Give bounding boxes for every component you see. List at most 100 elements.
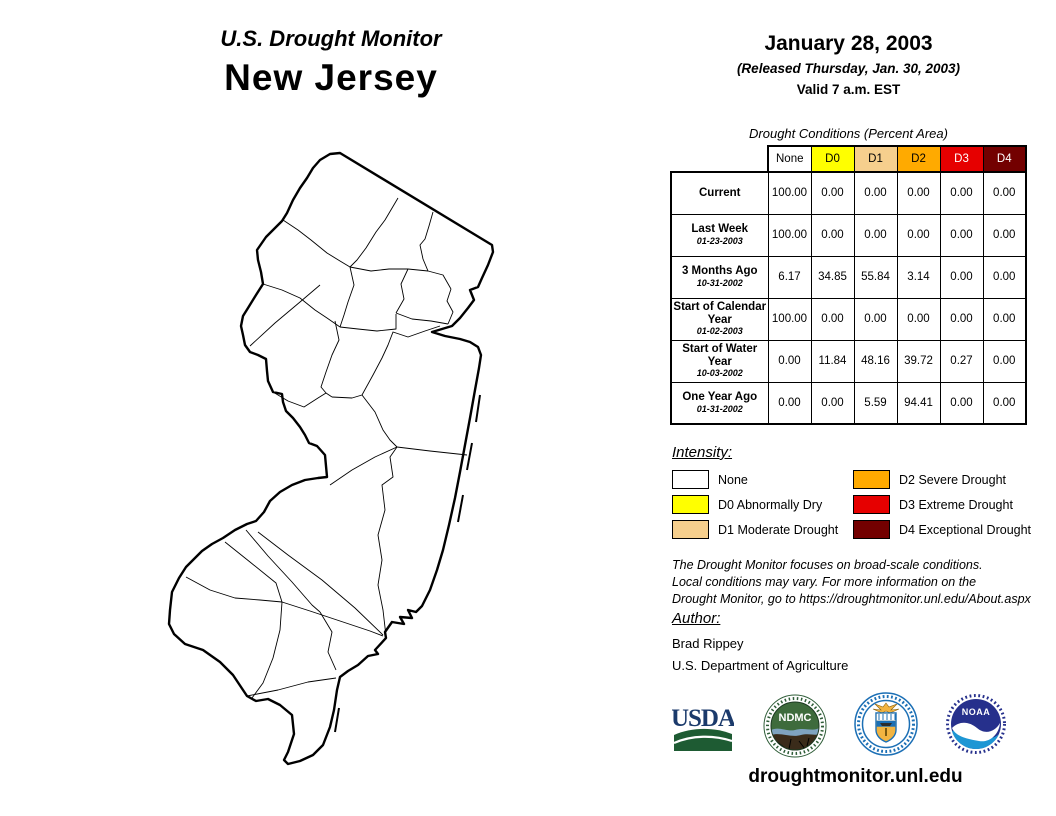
usda-logo: USDA bbox=[672, 705, 734, 751]
table-cell: 0.00 bbox=[810, 213, 855, 257]
table-cell: 0.00 bbox=[982, 255, 1027, 299]
legend-swatch-none bbox=[672, 470, 709, 489]
table-cell: 0.00 bbox=[767, 339, 812, 383]
table-cell: 0.00 bbox=[939, 297, 984, 341]
commerce-eagle bbox=[872, 702, 900, 714]
table-cell: 0.00 bbox=[810, 171, 855, 215]
table-cell: 6.17 bbox=[767, 255, 812, 299]
legend-item-d4: D4 Exceptional Drought bbox=[853, 520, 1031, 539]
row-label: 3 Months Ago 10-31-2002 bbox=[670, 255, 769, 299]
table-cell: 0.00 bbox=[853, 297, 898, 341]
column-header-d2: D2 bbox=[896, 145, 941, 173]
table-row: Last Week 01-23-2003 100.00 0.00 0.00 0.… bbox=[670, 213, 1027, 257]
region-title: New Jersey bbox=[224, 57, 438, 98]
table-cell: 0.00 bbox=[853, 171, 898, 215]
table-cell: 0.00 bbox=[982, 297, 1027, 341]
table-cell: 11.84 bbox=[810, 339, 855, 383]
column-header-d4: D4 bbox=[982, 145, 1027, 173]
table-cell: 100.00 bbox=[767, 171, 812, 215]
commerce-seal-logo bbox=[854, 692, 918, 756]
table-corner bbox=[671, 146, 768, 172]
table-cell: 94.41 bbox=[896, 381, 941, 425]
legend-swatch-d4 bbox=[853, 520, 890, 539]
report-header: U.S. Drought Monitor New Jersey bbox=[120, 26, 542, 99]
row-label: Last Week 01-23-2003 bbox=[670, 213, 769, 257]
table-cell: 0.00 bbox=[810, 297, 855, 341]
row-label: One Year Ago 01-31-2002 bbox=[670, 381, 769, 425]
table-cell: 0.00 bbox=[896, 171, 941, 215]
table-cell: 34.85 bbox=[810, 255, 855, 299]
svg-text:NOAA: NOAA bbox=[962, 707, 991, 717]
legend-item-d3: D3 Extreme Drought bbox=[853, 495, 1031, 514]
disclaimer-text: The Drought Monitor focuses on broad-sca… bbox=[672, 558, 1031, 606]
table-cell: 0.00 bbox=[853, 213, 898, 257]
legend-swatch-d2 bbox=[853, 470, 890, 489]
table-cell: 48.16 bbox=[853, 339, 898, 383]
table-cell: 55.84 bbox=[853, 255, 898, 299]
valid-time: Valid 7 a.m. EST bbox=[796, 82, 901, 97]
table-cell: 0.00 bbox=[896, 297, 941, 341]
table-cell: 100.00 bbox=[767, 213, 812, 257]
table-row: One Year Ago 01-31-2002 0.00 0.00 5.59 9… bbox=[670, 381, 1027, 425]
table-cell: 0.00 bbox=[939, 171, 984, 215]
commerce-shield bbox=[875, 712, 897, 743]
date-block: January 28, 2003 (Released Thursday, Jan… bbox=[660, 32, 1037, 97]
legend-item-d1: D1 Moderate Drought bbox=[672, 520, 853, 539]
table-row: Start of Calendar Year 01-02-2003 100.00… bbox=[670, 297, 1027, 341]
legend-swatch-d0 bbox=[672, 495, 709, 514]
svg-text:USDA: USDA bbox=[672, 705, 734, 732]
noaa-emblem bbox=[951, 699, 1001, 749]
intensity-legend: Intensity: None D0 Abnormally Dry D1 Mod… bbox=[672, 444, 1037, 545]
table-row: Current 100.00 0.00 0.00 0.00 0.00 0.00 bbox=[670, 171, 1027, 215]
svg-text:NDMC: NDMC bbox=[779, 712, 812, 724]
legend-heading: Intensity: bbox=[672, 444, 733, 461]
county-borders bbox=[185, 197, 468, 699]
table-row: Start of Water Year 10-03-2002 0.00 11.8… bbox=[670, 339, 1027, 383]
legend-item-d2: D2 Severe Drought bbox=[853, 470, 1031, 489]
table-cell: 0.00 bbox=[939, 213, 984, 257]
map-svg bbox=[167, 151, 495, 766]
table-cell: 100.00 bbox=[767, 297, 812, 341]
column-header-d0: D0 bbox=[810, 145, 855, 173]
table-cell: 39.72 bbox=[896, 339, 941, 383]
release-date: (Released Thursday, Jan. 30, 2003) bbox=[736, 61, 961, 76]
state-outline bbox=[167, 151, 495, 766]
map-date: January 28, 2003 bbox=[764, 32, 933, 55]
report-title: U.S. Drought Monitor bbox=[220, 26, 442, 51]
drought-conditions-table: None D0 D1 D2 D3 D4 Current 100.00 0.00 … bbox=[670, 145, 1027, 425]
new-jersey-county-map bbox=[130, 140, 570, 816]
row-label: Start of Water Year 10-03-2002 bbox=[670, 339, 769, 383]
author-org: U.S. Department of Agriculture bbox=[672, 658, 849, 673]
table-cell: 0.27 bbox=[939, 339, 984, 383]
site-url: droughtmonitor.unl.edu bbox=[748, 766, 963, 787]
barrier-islands bbox=[334, 394, 481, 733]
usda-swoosh bbox=[674, 728, 732, 751]
table-title: Drought Conditions (Percent Area) bbox=[749, 126, 948, 141]
author-block: Author: Brad Rippey U.S. Department of A… bbox=[672, 610, 848, 673]
ndmc-logo: NDMC bbox=[763, 694, 827, 758]
table-cell: 5.59 bbox=[853, 381, 898, 425]
table-cell: 0.00 bbox=[982, 339, 1027, 383]
table-cell: 0.00 bbox=[939, 381, 984, 425]
column-header-none: None bbox=[767, 145, 812, 173]
row-label: Start of Calendar Year 01-02-2003 bbox=[670, 297, 769, 341]
table-cell: 0.00 bbox=[982, 171, 1027, 215]
noaa-logo: NOAA bbox=[945, 693, 1007, 755]
legend-item-d0: D0 Abnormally Dry bbox=[672, 495, 853, 514]
row-label: Current bbox=[670, 171, 769, 215]
table-cell: 0.00 bbox=[810, 381, 855, 425]
table-cell: 0.00 bbox=[982, 381, 1027, 425]
column-header-d3: D3 bbox=[939, 145, 984, 173]
column-header-d1: D1 bbox=[853, 145, 898, 173]
legend-swatch-d3 bbox=[853, 495, 890, 514]
table-row: 3 Months Ago 10-31-2002 6.17 34.85 55.84… bbox=[670, 255, 1027, 299]
author-name: Brad Rippey bbox=[672, 636, 744, 651]
author-heading: Author: bbox=[672, 610, 721, 627]
table-cell: 0.00 bbox=[982, 213, 1027, 257]
table-cell: 3.14 bbox=[896, 255, 941, 299]
noaa-bird bbox=[952, 722, 1000, 742]
legend-swatch-d1 bbox=[672, 520, 709, 539]
table-cell: 0.00 bbox=[896, 213, 941, 257]
table-header-row: None D0 D1 D2 D3 D4 bbox=[671, 145, 1027, 173]
